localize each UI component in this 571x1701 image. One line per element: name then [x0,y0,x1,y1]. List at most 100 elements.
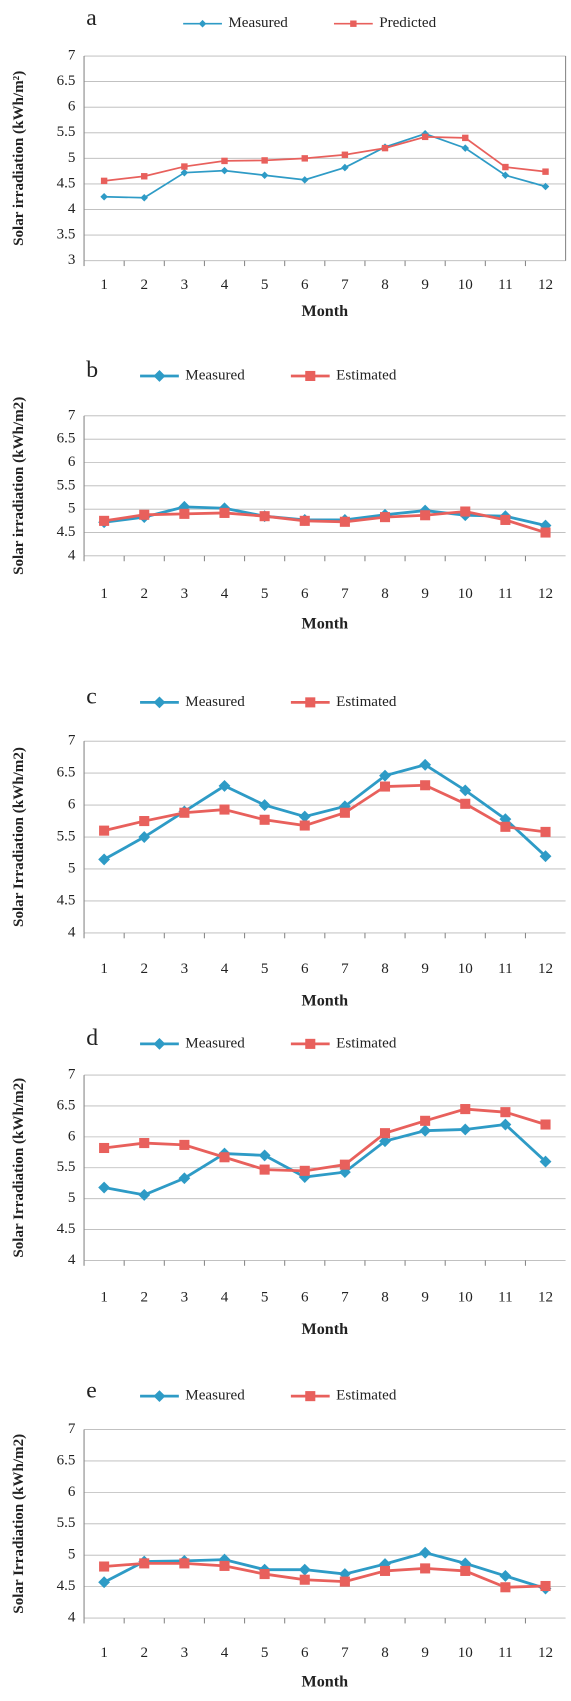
x-tick-label: 12 [538,277,553,293]
marker [420,510,431,521]
x-tick-label: 12 [538,1290,553,1306]
marker [98,1576,111,1589]
marker [99,825,110,836]
marker [460,798,471,809]
x-tick-label: 7 [341,586,349,602]
marker [100,177,108,185]
x-tick-label: 9 [421,277,429,293]
x-tick-label: 10 [458,1645,473,1661]
y-tick-label: 5 [68,501,76,517]
series-line [104,136,546,182]
x-tick-label: 1 [100,586,108,602]
y-tick-label: 4.5 [57,1221,76,1237]
series-line [103,1551,546,1590]
x-tick-label: 8 [381,961,389,977]
x-axis-title: Month [301,1673,348,1690]
marker [500,1582,511,1593]
marker [300,176,309,184]
series-line [103,1123,547,1197]
y-tick-label: 3.5 [57,227,76,243]
x-tick-label: 3 [181,1645,189,1661]
marker [420,780,431,791]
series-line [104,132,546,199]
marker [100,192,108,201]
series-line [103,1107,546,1173]
x-axis-title: Month [301,993,348,1010]
marker [502,163,509,171]
y-tick-label: 4 [68,1252,76,1268]
y-axis-title: Solar Irradiation (kWh/m2) [11,1078,27,1258]
marker [298,1563,311,1576]
y-tick-label: 4.5 [57,1578,76,1594]
x-tick-label: 9 [421,1645,429,1661]
marker [540,826,551,837]
x-tick-label: 3 [181,1290,189,1306]
y-tick-label: 5 [68,1547,76,1563]
marker [98,853,111,866]
x-tick-label: 11 [498,1290,513,1306]
marker [500,821,511,832]
x-tick-label: 8 [381,277,389,293]
marker [221,157,228,165]
marker [258,799,271,812]
x-axis-title: Month [301,1321,348,1338]
x-tick-label: 7 [341,1290,349,1306]
x-tick-label: 3 [181,961,189,977]
marker [305,370,316,382]
marker [138,831,151,843]
y-tick-label: 6 [68,1128,76,1144]
y-tick-label: 4 [68,1610,76,1626]
y-axis-title: Solar Irradiation (kWh/m2) [11,1434,27,1614]
y-tick-label: 5 [68,150,76,166]
marker [341,163,349,172]
marker [379,781,391,792]
marker [261,157,268,164]
x-tick-label: 3 [181,586,189,602]
marker [179,807,190,818]
x-tick-label: 8 [381,1645,389,1661]
y-tick-label: 5.5 [57,828,76,844]
x-tick-label: 6 [301,1645,309,1661]
legend-label: Measured [185,694,245,710]
marker [153,1390,166,1403]
x-tick-label: 4 [221,1645,229,1661]
marker [179,1558,190,1569]
marker [139,1558,150,1569]
x-tick-label: 10 [458,961,473,977]
x-tick-label: 6 [301,961,309,977]
marker [500,1107,511,1118]
x-tick-label: 5 [261,1645,269,1661]
marker [141,173,148,180]
marker [260,171,269,180]
marker [179,1139,190,1150]
x-tick-label: 2 [140,1645,148,1661]
series-line [103,763,547,861]
legend-label: Estimated [336,1388,397,1404]
legend-label: Predicted [379,15,436,31]
marker [499,1570,512,1582]
x-tick-label: 4 [221,961,229,977]
x-tick-label: 2 [140,586,148,602]
y-tick-label: 6 [68,454,76,470]
x-tick-label: 11 [498,961,513,977]
y-tick-label: 4.5 [57,175,76,191]
marker [138,1189,151,1201]
panel-letter: b [86,357,98,383]
x-tick-label: 6 [301,586,309,602]
marker [460,506,471,517]
x-tick-label: 1 [100,1645,108,1661]
y-tick-label: 5.5 [57,1159,76,1175]
marker [540,527,551,538]
marker [350,20,357,27]
marker [219,1560,230,1571]
legend-label: Measured [185,1388,245,1404]
x-tick-label: 9 [421,961,429,977]
marker [219,804,230,815]
marker [259,511,270,522]
y-tick-label: 6.5 [57,765,76,781]
legend-label: Measured [185,1035,245,1051]
y-tick-label: 4.5 [57,892,76,908]
